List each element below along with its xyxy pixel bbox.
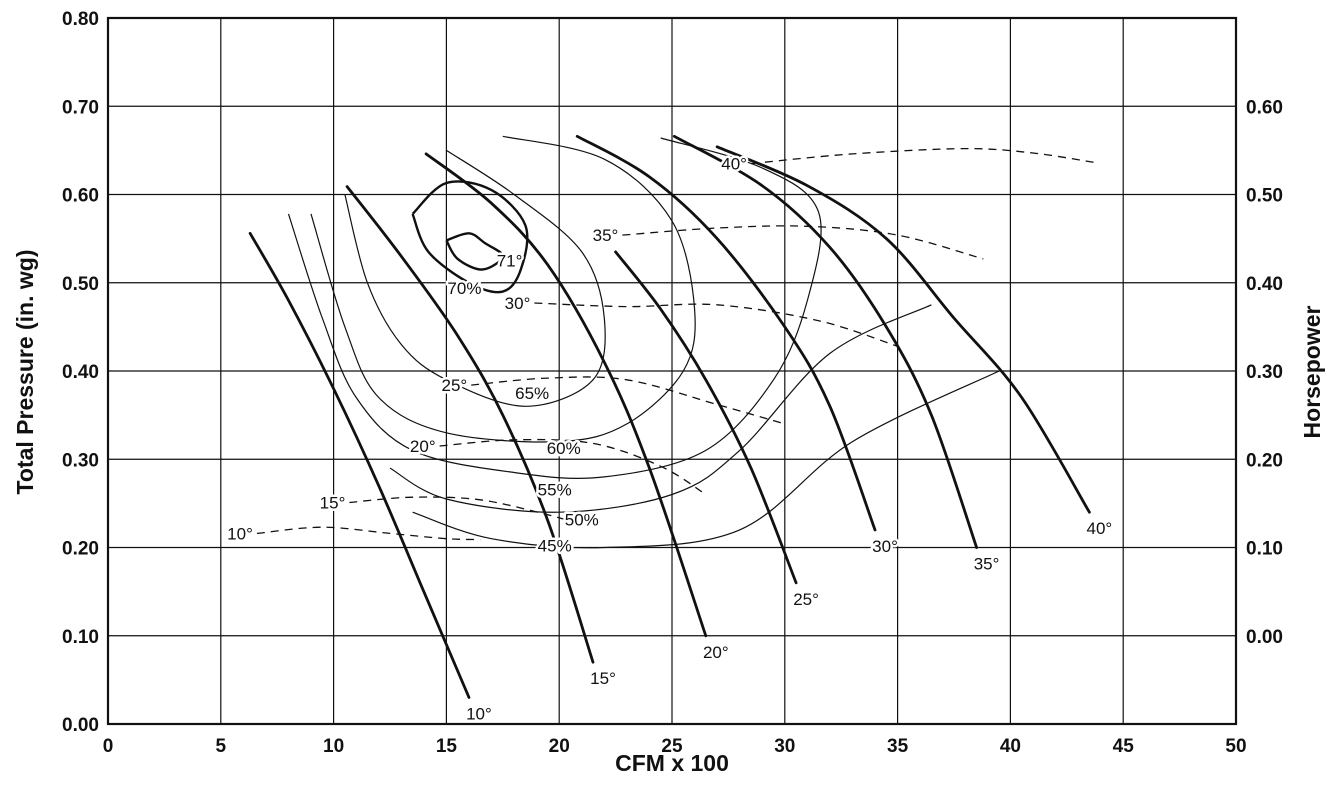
y-tick-label-8: 0.80 <box>62 9 99 30</box>
y-tick-label-5: 0.50 <box>62 274 99 295</box>
y-tick-label-6: 0.60 <box>62 186 99 207</box>
curve-labels: 10° 15° 20° 25° 30° 35° 40° 10° 15° 20° 25° 30° 35° 4… <box>225 152 1115 726</box>
efficiency-curve-label-4: 55% <box>538 480 572 499</box>
efficiency-curve-label-6: 45% <box>538 537 572 556</box>
pressure-curve-5 <box>672 134 978 549</box>
x-tick-label-2: 10 <box>323 736 344 757</box>
x-tick-label-9: 45 <box>1113 736 1135 757</box>
y2-tick-label-6: 0.60 <box>1246 97 1283 118</box>
y2-tick-label-5: 0.50 <box>1246 186 1283 207</box>
efficiency-curve-label-2: 65% <box>515 384 549 403</box>
x-axis-title: CFM x 100 <box>615 750 729 776</box>
pressure-curve-label-3: 25° <box>793 590 819 609</box>
x-tick-label-1: 5 <box>216 736 227 757</box>
horsepower-curve-label-2: 20° <box>410 437 436 456</box>
horsepower-curve-label-0: 10° <box>227 524 253 543</box>
grid <box>107 17 1237 725</box>
pressure-curve-label-2: 20° <box>703 643 729 662</box>
horsepower-curve-5 <box>622 225 984 260</box>
y-tick-label-7: 0.70 <box>62 97 99 118</box>
pressure-curve-3 <box>614 250 798 585</box>
pressure-curve-label-4: 30° <box>872 537 898 556</box>
x-tick-label-4: 20 <box>549 736 570 757</box>
pressure-curve-1 <box>345 185 595 664</box>
efficiency-curve-0 <box>445 232 504 271</box>
pressure-curve-label-5: 35° <box>974 555 1000 574</box>
efficiency-curve-label-3: 60% <box>547 439 581 458</box>
pressure-curve-label-1: 15° <box>590 669 616 688</box>
horsepower-curve-2 <box>439 438 707 496</box>
horsepower-curve-4 <box>534 302 898 347</box>
efficiency-curve-label-5: 50% <box>565 510 599 529</box>
x-tick-label-0: 0 <box>103 736 114 757</box>
x-tick-label-8: 40 <box>1000 736 1021 757</box>
horsepower-curve-0 <box>256 526 481 541</box>
plot-frame <box>106 16 1238 726</box>
y2-tick-label-3: 0.30 <box>1246 362 1283 383</box>
horsepower-curve-3 <box>471 376 785 425</box>
horsepower-curve-label-6: 40° <box>721 155 747 174</box>
y2-tick-label-0: 0.00 <box>1246 627 1283 648</box>
efficiency-curve-1 <box>411 180 529 294</box>
pressure-curve-0 <box>248 231 471 699</box>
horsepower-curve-label-5: 35° <box>593 226 619 245</box>
pressure-curve-6 <box>715 145 1091 514</box>
horsepower-curve-6 <box>750 147 1097 165</box>
y-tick-label-1: 0.10 <box>62 627 99 648</box>
x-tick-label-7: 35 <box>887 736 909 757</box>
efficiency-curve-label-1: 70% <box>447 279 481 298</box>
y2-tick-label-2: 0.20 <box>1246 450 1283 471</box>
efficiency-curve-2 <box>344 149 606 407</box>
efficiency-curve-5 <box>389 304 932 513</box>
y-tick-label-0: 0.00 <box>62 715 99 736</box>
y2-tick-label-1: 0.10 <box>1246 539 1283 560</box>
pressure-curve-label-6: 40° <box>1087 519 1113 538</box>
y-tick-label-3: 0.30 <box>62 450 99 471</box>
y-tick-label-2: 0.20 <box>62 539 99 560</box>
x-tick-label-3: 15 <box>436 736 458 757</box>
efficiency-curve-4 <box>287 137 822 480</box>
y2-axis-title: Horsepower <box>1299 305 1325 438</box>
horsepower-curve-label-1: 15° <box>320 493 346 512</box>
y-tick-label-4: 0.40 <box>62 362 99 383</box>
pressure-curve-label-0: 10° <box>466 705 492 724</box>
x-tick-label-5: 25 <box>661 736 683 757</box>
y2-tick-label-4: 0.40 <box>1246 274 1283 295</box>
tick-labels: 0 5 10 15 20 25 30 35 40 45 50 0.00 0.10 0.20 0.30 0.40… <box>62 9 1283 757</box>
x-tick-label-6: 30 <box>774 736 795 757</box>
pressure-curve-2 <box>424 152 708 638</box>
pressure-curve-4 <box>575 134 877 532</box>
efficiency-curve-label-0: 71° <box>497 252 523 271</box>
efficiency-curve-3 <box>310 135 696 443</box>
horsepower-curve-1 <box>349 496 582 526</box>
horsepower-curve-label-3: 25° <box>441 376 467 395</box>
y-axis-title: Total Pressure (in. wg) <box>12 250 38 495</box>
curves <box>248 134 1097 699</box>
horsepower-curve-label-4: 30° <box>505 294 531 313</box>
efficiency-curve-6 <box>412 370 1000 549</box>
x-tick-label-10: 50 <box>1225 736 1246 757</box>
